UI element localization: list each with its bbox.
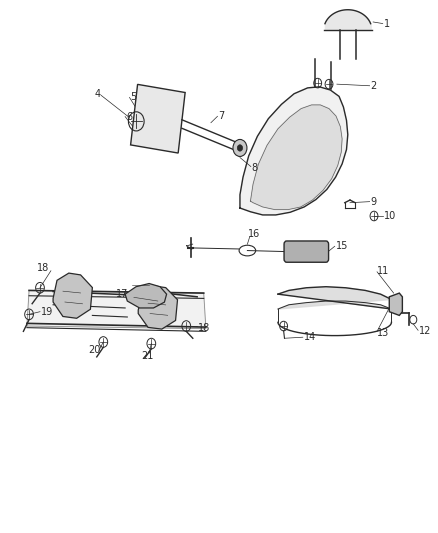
Text: 17: 17 xyxy=(117,289,129,299)
Text: 20: 20 xyxy=(88,345,100,356)
Polygon shape xyxy=(27,290,206,329)
Polygon shape xyxy=(240,87,348,215)
Text: 13: 13 xyxy=(377,328,389,338)
Polygon shape xyxy=(389,293,403,316)
Polygon shape xyxy=(53,273,92,318)
Text: 4: 4 xyxy=(95,88,101,99)
Text: 7: 7 xyxy=(219,111,225,121)
Text: 15: 15 xyxy=(336,241,348,251)
Text: 8: 8 xyxy=(252,163,258,173)
Text: 18: 18 xyxy=(198,322,210,333)
Text: 1: 1 xyxy=(384,19,390,29)
Polygon shape xyxy=(138,286,177,329)
Text: 2: 2 xyxy=(371,81,377,91)
Polygon shape xyxy=(131,84,185,153)
Text: 10: 10 xyxy=(384,211,396,221)
Text: 5: 5 xyxy=(131,92,137,102)
Text: 6: 6 xyxy=(127,111,133,122)
Circle shape xyxy=(237,145,243,151)
Polygon shape xyxy=(278,287,392,309)
Text: 19: 19 xyxy=(41,306,53,317)
Text: 12: 12 xyxy=(419,326,431,336)
Text: 18: 18 xyxy=(36,263,49,273)
Text: 11: 11 xyxy=(377,266,389,276)
Text: 16: 16 xyxy=(248,229,261,239)
Polygon shape xyxy=(125,284,166,308)
Polygon shape xyxy=(251,105,342,209)
Circle shape xyxy=(233,140,247,157)
FancyBboxPatch shape xyxy=(284,241,328,262)
Text: 9: 9 xyxy=(371,197,377,207)
Text: 14: 14 xyxy=(304,332,316,342)
Text: 21: 21 xyxy=(141,351,154,361)
